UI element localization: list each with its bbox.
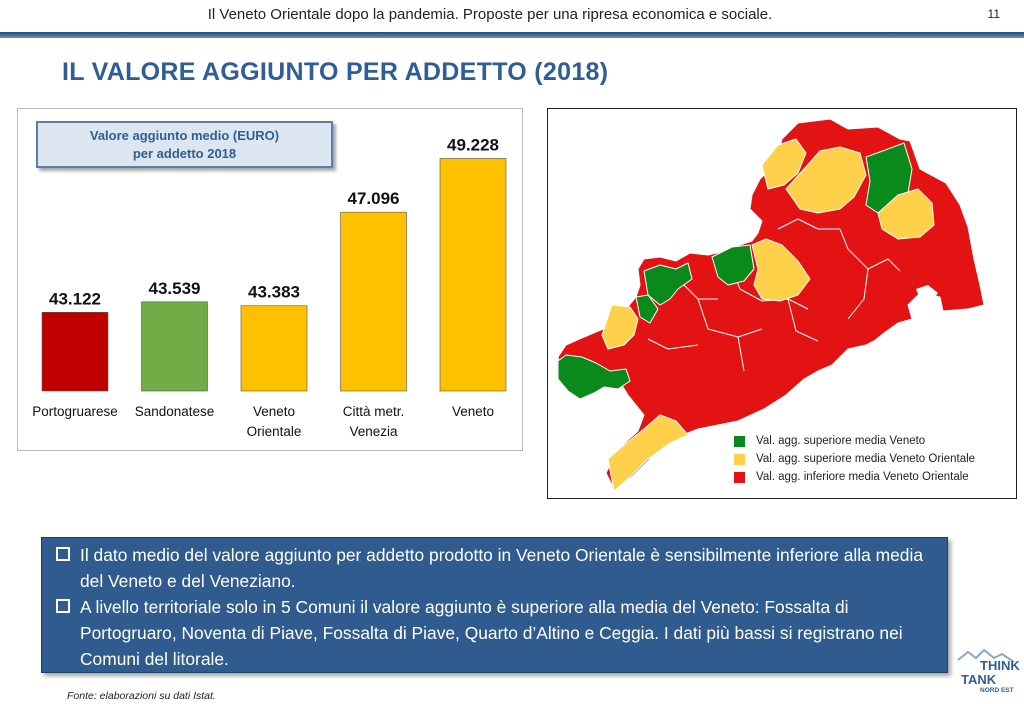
checkbox-bullet-icon [56,599,70,613]
legend-swatch-yellow [734,453,745,465]
legend-item: Val. agg. inferiore media Veneto Orienta… [734,468,975,486]
map-region-green-southwest [557,354,631,400]
bar-value-label: 47.096 [348,189,400,208]
bar-4 [340,211,407,392]
note-item: A livello territoriale solo in 5 Comuni … [56,594,935,672]
page-number: 11 [987,7,1000,21]
bar-chart-panel: 43.122 Portogruarese 43.539 Sandonatese 43.3… [17,108,523,451]
bar-value-label: 43.539 [149,279,201,298]
map-region-yellow-northwest [761,138,807,190]
bar-3 [240,305,308,392]
page-title: IL VALORE AGGIUNTO PER ADDETTO (2018) [62,58,609,86]
header-text: Il Veneto Orientale dopo la pandemia. Pr… [207,6,773,23]
bar-5 [439,158,507,392]
legend-item: Val. agg. superiore media Veneto [734,432,975,450]
chart-title-box: Valore aggiunto medio (EURO) per addetto… [36,121,333,168]
map-boundaries [647,218,901,372]
note-text: Il dato medio del valore aggiunto per ad… [80,545,924,591]
bar-chart: 43.122 Portogruarese 43.539 Sandonatese 43.3… [32,135,507,439]
map-region-green-west-2 [635,294,659,324]
notes-box: Il dato medio del valore aggiunto per ad… [41,537,948,673]
map-region-green-west-1 [643,262,693,306]
checkbox-bullet-icon [56,547,70,561]
legend-label: Val. agg. superiore media Veneto Orienta… [756,453,976,465]
note-text: A livello territoriale solo in 5 Comuni … [80,597,903,669]
logo-text-nord-est: NORD EST [980,687,1014,694]
legend-item: Val. agg. superiore media Veneto Orienta… [734,450,975,468]
bar-value-label: 43.122 [49,289,101,308]
logo-text-tank: TANK [961,672,997,687]
chart-title-line-2: per addetto 2018 [132,146,237,161]
legend-swatch-red [734,471,745,483]
municipalities-map [557,118,985,492]
category-label: Veneto [253,404,295,419]
category-label: Orientale [247,424,302,439]
header-rule [0,32,1024,38]
think-tank-logo: THINK TANK NORD EST [957,648,1020,694]
chart-title-line-1: Valore aggiunto medio (EURO) [89,128,280,143]
bar-2 [141,301,208,392]
map-region-yellow-west [601,304,639,350]
legend-label: Val. agg. inferiore media Veneto Orienta… [756,471,969,483]
bar-value-label: 43.383 [248,283,300,302]
legend-swatch-green [734,435,745,447]
map-region-yellow-center [751,238,811,302]
map-region-yellow-northeast [877,188,935,240]
category-label: Venezia [349,424,398,439]
map-panel: Val. agg. superiore media Veneto Val. ag… [547,108,1017,499]
category-label: Sandonatese [135,404,215,419]
lagoon-detail [916,285,938,301]
map-region-yellow-southwest [607,414,689,492]
category-label: Portogruarese [32,404,118,419]
note-item: Il dato medio del valore aggiunto per ad… [56,542,935,594]
category-label: Veneto [452,404,494,419]
bar-1 [41,312,109,392]
bar-value-label: 49.228 [447,135,499,154]
map-region-green-center [711,244,755,286]
source-note: Fonte: elaborazioni su dati Istat. [67,690,216,702]
legend-label: Val. agg. superiore media Veneto [756,435,926,447]
map-region-yellow-north-center [785,146,867,214]
map-legend: Val. agg. superiore media Veneto Val. ag… [734,432,975,486]
logo-text-think: THINK [980,658,1020,673]
category-label: Città metr. [343,404,405,419]
